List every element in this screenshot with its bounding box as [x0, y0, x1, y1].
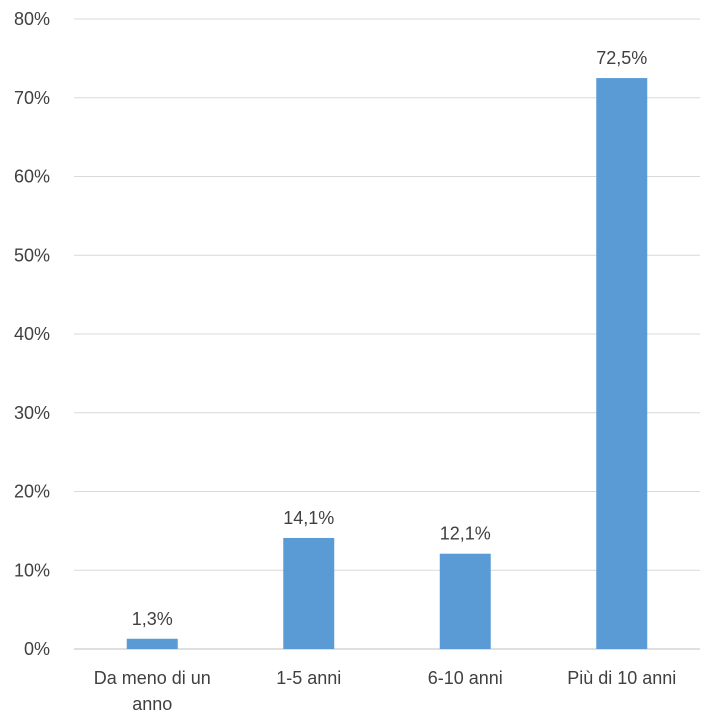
y-tick-label: 20%	[14, 482, 50, 502]
data-label: 14,1%	[283, 508, 334, 528]
bar	[283, 537, 335, 649]
y-tick-label: 10%	[14, 560, 50, 580]
y-tick-label: 60%	[14, 167, 50, 187]
x-category-label: Più di 10 anni	[567, 668, 676, 688]
y-tick-label: 30%	[14, 403, 50, 423]
y-tick-label: 80%	[14, 9, 50, 29]
y-tick-label: 70%	[14, 88, 50, 108]
bars	[126, 78, 648, 649]
data-labels: 1,3% 14,1% 12,1% 72,5%	[132, 48, 648, 629]
data-label: 12,1%	[440, 524, 491, 544]
data-label: 1,3%	[132, 609, 173, 629]
x-axis-category-labels: Da meno di un anno 1-5 anni 6-10 anni Più di…	[94, 668, 677, 714]
bar	[126, 638, 178, 649]
data-label: 72,5%	[596, 48, 647, 68]
bar	[439, 553, 491, 649]
y-tick-label: 0%	[24, 639, 50, 659]
gridlines	[74, 18, 700, 650]
y-axis-tick-labels: 0% 10% 20% 30% 40% 50% 60% 70% 80%	[14, 9, 50, 659]
y-tick-label: 40%	[14, 324, 50, 344]
x-category-label: 6-10 anni	[428, 668, 503, 688]
x-category-label: Da meno di un anno	[94, 668, 211, 714]
bar	[596, 78, 648, 649]
x-category-label: 1-5 anni	[276, 668, 341, 688]
y-tick-label: 50%	[14, 245, 50, 265]
